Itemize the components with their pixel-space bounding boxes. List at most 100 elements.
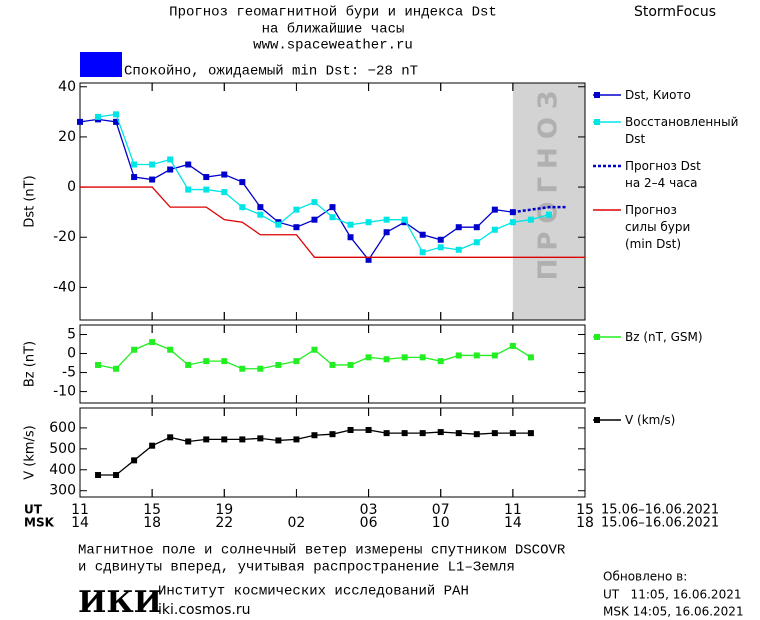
marker bbox=[257, 365, 264, 372]
marker bbox=[311, 432, 318, 439]
marker bbox=[419, 354, 426, 361]
marker bbox=[491, 352, 498, 359]
marker bbox=[383, 216, 390, 223]
marker bbox=[347, 361, 354, 368]
legend-label: Прогноз Dst на 2–4 часа bbox=[625, 159, 701, 190]
x-tick-label: 11 bbox=[504, 502, 522, 518]
marker bbox=[491, 206, 498, 213]
marker bbox=[383, 356, 390, 363]
y-tick-label: 400 bbox=[49, 462, 76, 478]
marker bbox=[419, 249, 426, 256]
legend-marker bbox=[594, 417, 600, 423]
marker bbox=[185, 186, 192, 193]
date-range: 15.06–16.06.2021 bbox=[601, 503, 719, 518]
institute-site: iki.cosmos.ru bbox=[158, 602, 250, 618]
marker bbox=[239, 365, 246, 372]
marker bbox=[311, 346, 318, 353]
marker bbox=[113, 365, 120, 372]
x-axis-label: MSK bbox=[24, 516, 55, 530]
marker bbox=[437, 236, 444, 243]
marker bbox=[203, 436, 210, 443]
y-axis-label: Bz (nT) bbox=[23, 341, 38, 387]
marker bbox=[437, 429, 444, 436]
marker bbox=[329, 214, 336, 221]
marker bbox=[203, 186, 210, 193]
y-tick-label: 20 bbox=[58, 129, 76, 145]
y-tick-label: 40 bbox=[58, 79, 76, 95]
marker bbox=[221, 189, 228, 196]
y-tick-label: 0 bbox=[67, 346, 76, 362]
marker bbox=[149, 442, 156, 449]
marker bbox=[311, 199, 318, 206]
x-tick-label: 14 bbox=[71, 515, 89, 531]
marker bbox=[203, 174, 210, 181]
legend-label: Прогноз силы бури (min Dst) bbox=[625, 203, 691, 251]
marker bbox=[455, 430, 462, 437]
y-tick-label: 0 bbox=[67, 179, 76, 195]
legend-label: V (km/s) bbox=[625, 413, 676, 427]
y-axis-label: Dst (nT) bbox=[23, 175, 38, 227]
marker bbox=[365, 256, 372, 263]
x-tick-label: 07 bbox=[432, 502, 450, 518]
updated-label: Обновлено в: bbox=[603, 570, 687, 584]
marker bbox=[149, 339, 156, 346]
marker bbox=[167, 346, 174, 353]
y-tick-label: -5 bbox=[62, 365, 76, 381]
marker bbox=[275, 221, 282, 228]
institute: Институт космических исследований РАН bbox=[158, 583, 469, 600]
marker bbox=[95, 472, 102, 479]
marker bbox=[113, 118, 120, 125]
y-axis-label: V (km/s) bbox=[23, 425, 38, 480]
marker bbox=[437, 358, 444, 365]
marker bbox=[401, 354, 408, 361]
x-tick-label: 02 bbox=[288, 515, 306, 531]
legend-marker bbox=[594, 92, 600, 98]
marker bbox=[149, 176, 156, 183]
marker bbox=[167, 434, 174, 441]
brand: StormFocus bbox=[634, 4, 716, 20]
marker bbox=[185, 361, 192, 368]
x-tick-label: 18 bbox=[143, 515, 161, 531]
x-tick-label: 11 bbox=[71, 502, 89, 518]
logo: ИКИ bbox=[78, 585, 162, 620]
forecast-label: ПРОГНОЗ bbox=[533, 83, 563, 281]
legend-label: Bz (nT, GSM) bbox=[625, 330, 703, 344]
legend-label: Dst, Киото bbox=[625, 88, 691, 102]
marker bbox=[149, 161, 156, 168]
x-tick-label: 19 bbox=[215, 502, 233, 518]
marker bbox=[131, 346, 138, 353]
marker bbox=[239, 204, 246, 211]
series-line bbox=[79, 118, 513, 261]
marker bbox=[275, 361, 282, 368]
marker bbox=[221, 358, 228, 365]
y-tick-label: -10 bbox=[53, 384, 76, 400]
marker bbox=[455, 224, 462, 231]
marker bbox=[347, 221, 354, 228]
plot-frame bbox=[79, 407, 586, 498]
marker bbox=[131, 457, 138, 464]
marker bbox=[311, 216, 318, 223]
x-axis-label: UT bbox=[24, 503, 43, 517]
marker bbox=[491, 430, 498, 437]
marker bbox=[509, 430, 516, 437]
marker bbox=[455, 352, 462, 359]
marker bbox=[167, 156, 174, 163]
marker bbox=[185, 438, 192, 445]
marker bbox=[95, 113, 102, 120]
marker bbox=[239, 179, 246, 186]
marker bbox=[401, 430, 408, 437]
y-tick-label: 5 bbox=[67, 327, 76, 343]
marker bbox=[257, 435, 264, 442]
marker bbox=[293, 436, 300, 443]
marker bbox=[347, 234, 354, 241]
marker bbox=[473, 239, 480, 246]
marker bbox=[509, 219, 516, 226]
y-tick-label: 300 bbox=[49, 483, 76, 499]
x-tick-label: 18 bbox=[576, 515, 594, 531]
marker bbox=[293, 358, 300, 365]
marker bbox=[401, 216, 408, 223]
marker bbox=[437, 244, 444, 251]
marker bbox=[473, 352, 480, 359]
plot-frame bbox=[79, 82, 586, 321]
marker bbox=[329, 361, 336, 368]
